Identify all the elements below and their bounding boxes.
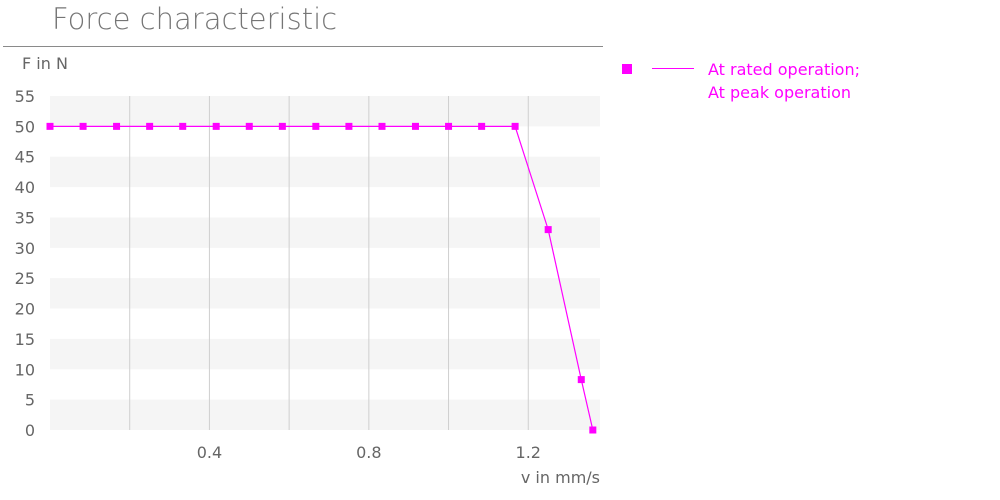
grid-band bbox=[50, 96, 600, 127]
y-tick-label: 5 bbox=[25, 391, 35, 410]
y-tick-label: 55 bbox=[15, 87, 35, 106]
data-point bbox=[345, 122, 353, 130]
legend-label-line-2: At peak operation bbox=[708, 83, 851, 102]
x-tick-label: 0.8 bbox=[356, 443, 381, 462]
title-divider bbox=[3, 46, 603, 47]
data-point bbox=[589, 426, 597, 434]
legend-label-line-1: At rated operation; bbox=[708, 60, 860, 79]
grid-band bbox=[50, 278, 600, 309]
series-line bbox=[50, 125, 594, 431]
legend-label: At rated operation; At peak operation bbox=[708, 58, 860, 104]
data-point bbox=[411, 122, 419, 130]
y-tick-label: 20 bbox=[15, 300, 35, 319]
grid-band bbox=[50, 338, 600, 370]
y-axis-label: F in N bbox=[22, 54, 68, 73]
legend-marker bbox=[622, 64, 632, 74]
y-tick-label: 35 bbox=[15, 208, 35, 227]
y-tick-label: 25 bbox=[15, 269, 35, 288]
data-point bbox=[278, 122, 286, 130]
y-tick-label: 40 bbox=[15, 178, 35, 197]
data-point bbox=[445, 122, 453, 130]
y-tick-label: 45 bbox=[15, 148, 35, 167]
data-point bbox=[511, 122, 519, 130]
data-point bbox=[46, 122, 54, 130]
data-point bbox=[245, 122, 253, 130]
data-point bbox=[478, 122, 486, 130]
series-markers bbox=[46, 122, 597, 434]
data-point bbox=[312, 122, 320, 130]
y-tick-label: 50 bbox=[15, 117, 35, 136]
x-tick-label: 1.2 bbox=[516, 443, 541, 462]
data-point bbox=[179, 122, 187, 130]
legend: At rated operation; At peak operation bbox=[622, 58, 860, 104]
data-point bbox=[146, 122, 154, 130]
data-point bbox=[544, 226, 552, 234]
x-axis-label: v in mm/s bbox=[521, 468, 600, 487]
data-point bbox=[79, 122, 87, 130]
x-tick-label: 0.4 bbox=[197, 443, 222, 462]
grid-band bbox=[50, 399, 600, 430]
chart-title: Force characteristic bbox=[52, 2, 338, 36]
legend-line bbox=[652, 68, 694, 69]
data-point bbox=[113, 122, 121, 130]
data-point bbox=[577, 376, 585, 384]
x-tick-labels: 0.4 0.8 1.2 bbox=[197, 443, 541, 462]
grid-bands bbox=[50, 96, 600, 430]
y-tick-label: 15 bbox=[15, 330, 35, 349]
data-point bbox=[212, 122, 220, 130]
grid-lines bbox=[129, 96, 529, 430]
y-tick-label: 0 bbox=[25, 421, 35, 440]
grid-band bbox=[50, 217, 600, 248]
data-point bbox=[378, 122, 386, 130]
y-tick-label: 30 bbox=[15, 239, 35, 258]
y-tick-labels: 0 5 10 15 20 25 30 35 40 45 50 55 bbox=[15, 87, 35, 440]
y-tick-label: 10 bbox=[15, 360, 35, 379]
grid-band bbox=[50, 156, 600, 188]
